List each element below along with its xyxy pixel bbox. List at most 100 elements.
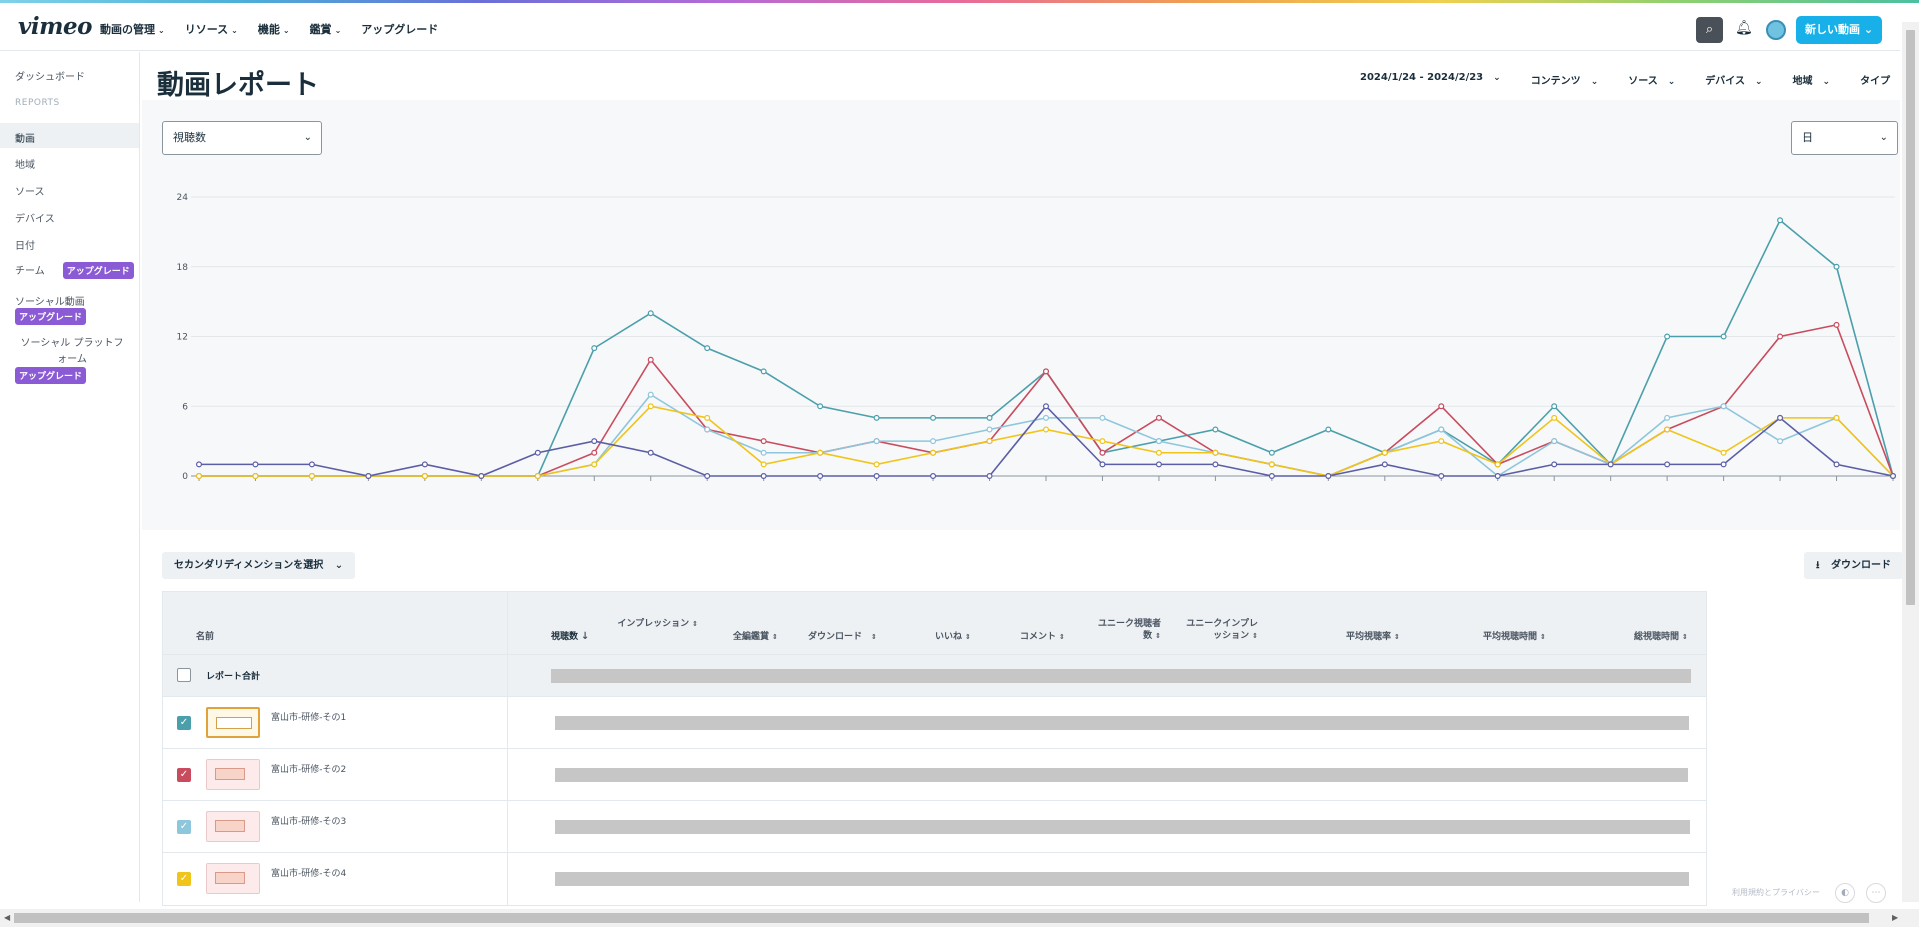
- video-title-link[interactable]: 富山市-研修-その1: [271, 713, 347, 723]
- nav-watch[interactable]: 鑑賞 ⌄: [310, 21, 342, 37]
- data-point: [1833, 321, 1840, 328]
- column-likes[interactable]: いいね ⇕: [935, 631, 971, 643]
- sidebar-item-social-platform[interactable]: ソーシャル プラットフォーム: [20, 338, 124, 365]
- secondary-dimension-select[interactable]: セカンダリディメンションを選択 ⌄: [162, 552, 356, 579]
- region-filter[interactable]: 地域 ⌄: [1793, 72, 1831, 87]
- more-options-icon[interactable]: ⋯: [1866, 883, 1886, 903]
- select-all-checkbox[interactable]: [177, 668, 191, 682]
- data-point: [1099, 449, 1106, 456]
- column-avg-view-rate[interactable]: 平均視聴率 ⇕: [1346, 631, 1400, 643]
- nav-features[interactable]: 機能 ⌄: [258, 21, 290, 37]
- column-total-view-time[interactable]: 総視聴時間 ⇕: [1634, 631, 1688, 643]
- device-filter[interactable]: デバイス ⌄: [1705, 72, 1762, 87]
- sidebar-item-videos[interactable]: 動画: [15, 134, 35, 145]
- data-point: [1664, 414, 1671, 421]
- column-full-views[interactable]: 全編鑑賞 ⇕: [733, 631, 778, 643]
- data-point: [1720, 333, 1727, 340]
- sort-icon: ⇕: [1394, 633, 1400, 641]
- nav-resources[interactable]: リソース ⌄: [185, 21, 238, 37]
- nav-manage-videos[interactable]: 動画の管理 ⌄: [100, 21, 165, 37]
- data-point: [534, 449, 541, 456]
- sidebar-item-social-video[interactable]: ソーシャル動画: [15, 297, 85, 308]
- vertical-scrollbar[interactable]: [1902, 22, 1919, 902]
- row-checkbox[interactable]: ✓: [177, 768, 191, 782]
- table-row[interactable]: ✓ 富山市-研修-その2: [163, 749, 1706, 801]
- content-filter[interactable]: コンテンツ ⌄: [1531, 72, 1599, 87]
- column-views[interactable]: 視聴数 ↓: [551, 631, 589, 643]
- vimeo-logo[interactable]: vimeo: [18, 13, 92, 40]
- nav-upgrade[interactable]: アップグレード: [361, 23, 439, 36]
- column-name[interactable]: 名前: [196, 632, 215, 642]
- row-checkbox[interactable]: ✓: [177, 820, 191, 834]
- filter-bar: 2024/1/24 - 2024/2/23 ⌄ コンテンツ ⌄ ソース ⌄ デバイス ⌄…: [1360, 72, 1908, 87]
- metric-select[interactable]: 視聴数 ⌄: [162, 121, 322, 155]
- sidebar-item-region[interactable]: 地域: [15, 160, 35, 171]
- scroll-right-arrow-icon[interactable]: ▶: [1892, 913, 1899, 922]
- search-button[interactable]: ⌕: [1696, 17, 1723, 43]
- table-row[interactable]: ✓ 富山市-研修-その3: [163, 801, 1706, 853]
- video-title-link[interactable]: 富山市-研修-その3: [271, 817, 347, 827]
- vertical-scrollbar-thumb[interactable]: [1906, 30, 1915, 605]
- data-point: [817, 449, 824, 456]
- column-impressions[interactable]: インプレッション ⇕: [613, 618, 698, 630]
- data-point: [591, 449, 598, 456]
- column-comments[interactable]: コメント ⇕: [1020, 631, 1065, 643]
- upgrade-badge[interactable]: アップグレード: [15, 308, 87, 325]
- video-thumbnail[interactable]: [206, 707, 260, 738]
- data-point: [760, 449, 767, 456]
- sidebar-item-dashboard[interactable]: ダッシュボード: [15, 72, 85, 83]
- video-thumbnail[interactable]: [206, 811, 260, 842]
- page-title: 動画レポート: [157, 70, 319, 101]
- data-point: [421, 461, 428, 468]
- sort-icon: ⇕: [1540, 633, 1546, 641]
- upgrade-badge[interactable]: アップグレード: [62, 262, 134, 279]
- data-point: [704, 473, 711, 480]
- download-button[interactable]: ⭳ ダウンロード: [1804, 552, 1903, 579]
- terms-privacy-link[interactable]: 利用規約とプライバシー: [1732, 888, 1820, 897]
- chevron-down-icon: ⌄: [334, 560, 344, 571]
- sidebar-item-date[interactable]: 日付: [15, 241, 35, 252]
- type-filter[interactable]: タイプ⌄: [1860, 72, 1908, 87]
- video-thumbnail[interactable]: [206, 759, 260, 790]
- source-filter[interactable]: ソース ⌄: [1628, 72, 1675, 87]
- notification-bell-icon[interactable]: 🔔︎: [1735, 20, 1753, 36]
- sidebar-item-device[interactable]: デバイス: [15, 214, 55, 225]
- report-table: 名前 視聴数 ↓ インプレッション ⇕ 全編鑑賞 ⇕ ダウンロード ⇕ いいね ⇕ コメン…: [162, 591, 1707, 906]
- data-point: [1155, 449, 1162, 456]
- video-title-link[interactable]: 富山市-研修-その2: [271, 765, 347, 775]
- chevron-down-icon: ⌄: [282, 26, 290, 35]
- column-unique-impressions[interactable]: ユニークインプレッション ⇕: [1183, 618, 1258, 642]
- column-avg-view-time[interactable]: 平均視聴時間 ⇕: [1483, 631, 1546, 643]
- avatar[interactable]: [1766, 20, 1786, 40]
- interval-select[interactable]: 日 ⌄: [1791, 121, 1898, 155]
- data-point: [1381, 449, 1388, 456]
- data-point: [986, 438, 993, 445]
- table-row[interactable]: ✓ 富山市-研修-その4: [163, 853, 1706, 905]
- data-point: [1833, 263, 1840, 270]
- sort-icon: ⇕: [1682, 633, 1688, 641]
- data-point: [1494, 473, 1501, 480]
- row-checkbox[interactable]: ✓: [177, 716, 191, 730]
- column-label: インプレッション: [617, 619, 690, 629]
- horizontal-scrollbar-thumb[interactable]: [14, 913, 1869, 923]
- sidebar-item-team[interactable]: チーム アップグレード: [15, 262, 134, 279]
- new-video-button[interactable]: 新しい動画 ⌄: [1796, 16, 1882, 44]
- data-point: [1720, 461, 1727, 468]
- scroll-left-arrow-icon[interactable]: ◀: [4, 913, 11, 922]
- video-thumbnail[interactable]: [206, 863, 260, 894]
- secondary-dimension-label: セカンダリディメンションを選択: [174, 560, 324, 571]
- chevron-down-icon: ⌄: [231, 26, 238, 35]
- nav-label: 鑑賞: [309, 23, 332, 36]
- sidebar-item-source[interactable]: ソース: [15, 187, 45, 198]
- horizontal-scrollbar[interactable]: ◀ ▶: [0, 909, 1919, 927]
- column-downloads[interactable]: ダウンロード ⇕: [808, 631, 877, 643]
- video-title-link[interactable]: 富山市-研修-その4: [271, 869, 347, 879]
- sort-icon: ⇕: [1059, 633, 1065, 641]
- accessibility-icon[interactable]: ◐: [1835, 883, 1855, 903]
- redacted-values-bar: [555, 872, 1689, 886]
- upgrade-badge[interactable]: アップグレード: [15, 367, 87, 384]
- row-checkbox[interactable]: ✓: [177, 872, 191, 886]
- table-row[interactable]: ✓ 富山市-研修-その1: [163, 697, 1706, 749]
- column-unique-viewers[interactable]: ユニーク視聴者数 ⇕: [1091, 618, 1161, 642]
- date-range-filter[interactable]: 2024/1/24 - 2024/2/23 ⌄: [1360, 72, 1501, 87]
